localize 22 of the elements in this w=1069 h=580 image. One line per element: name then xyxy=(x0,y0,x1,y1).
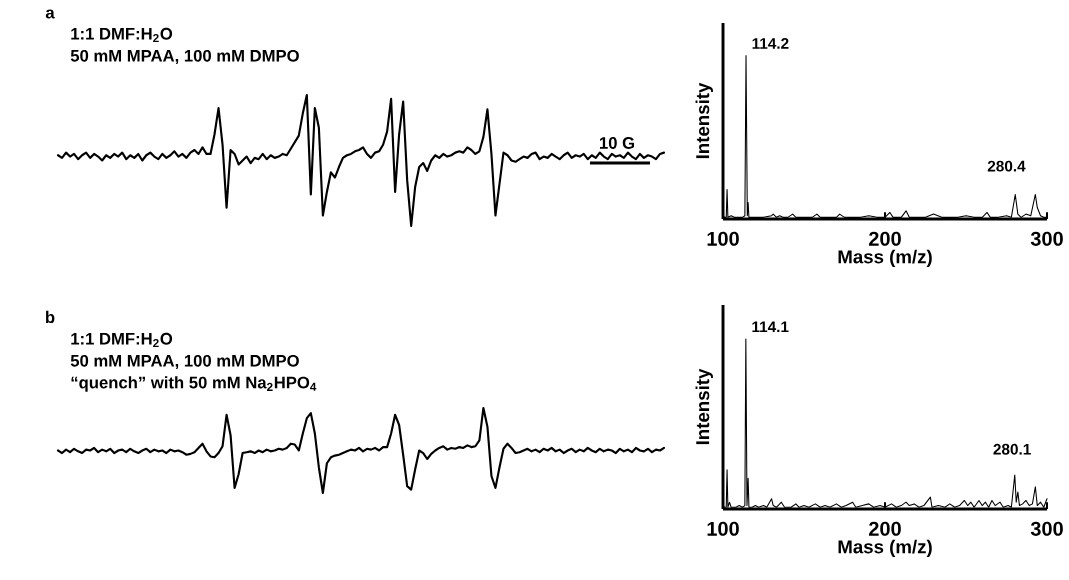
x-axis-title: Mass (m/z) xyxy=(838,539,932,558)
y-axis-title: Intensity xyxy=(695,368,713,445)
text: a xyxy=(45,9,55,19)
x-tick-label: 100 xyxy=(707,231,739,246)
x-tick-label: 300 xyxy=(1030,231,1063,246)
text: “quench” with 50 mM Na$_{2}$HPO$_{4}$ xyxy=(71,376,317,392)
annotation: 114.2 xyxy=(752,38,789,49)
x-tick-label: 200 xyxy=(869,521,901,536)
chart-title: 1:1 DMF:H$_{2}$O xyxy=(71,27,173,43)
chart-title: 1:1 DMF:H$_{2}$O xyxy=(71,332,173,348)
annotation: 280.4 xyxy=(987,160,1026,172)
x-tick-label: 300 xyxy=(1030,521,1063,536)
x-tick-label: 200 xyxy=(869,231,901,246)
x-axis-title: Mass (m/z) xyxy=(838,249,932,268)
annotation: 114.1 xyxy=(752,321,789,333)
x-tick-label: 100 xyxy=(707,521,739,536)
chart-subtitle: 50 mM MPAA, 100 mM DMPO xyxy=(70,49,299,65)
chart-subtitle: 50 mM MPAA, 100 mM DMPO xyxy=(70,354,299,370)
annotation: 10 G xyxy=(599,137,635,149)
y-axis-title: Intensity xyxy=(695,82,713,159)
annotation: 280.1 xyxy=(993,443,1031,455)
text: b xyxy=(46,310,55,324)
